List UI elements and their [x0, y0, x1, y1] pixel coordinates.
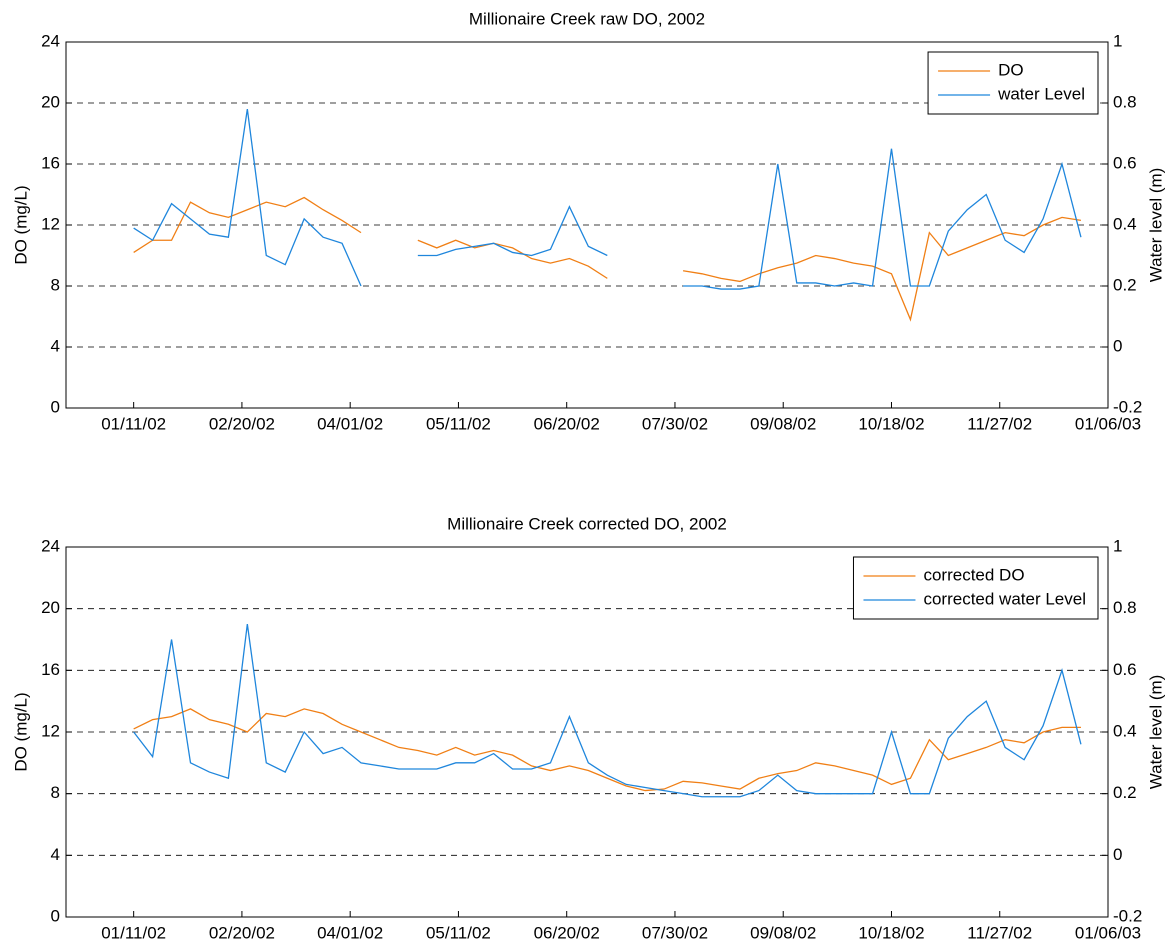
y-tick-label: 4 [51, 336, 60, 355]
legend-label: DO [998, 60, 1024, 79]
x-tick-label: 01/11/02 [101, 414, 166, 433]
x-tick-label: 01/06/03 [1075, 923, 1141, 942]
series-line [133, 109, 1082, 290]
y2-tick-label: 0.8 [1113, 92, 1137, 111]
legend-label: corrected water Level [923, 589, 1086, 608]
axes-frame [65, 41, 1109, 409]
y2-tick-label: 0.2 [1113, 783, 1137, 802]
y2-tick-label: 0.6 [1113, 153, 1137, 172]
y-tick-label: 8 [51, 783, 60, 802]
x-tick-label: 01/06/03 [1075, 414, 1141, 433]
y2-tick-label: 1 [1113, 536, 1122, 555]
y-tick-label: 20 [41, 598, 60, 617]
y2-tick-label: -0.2 [1113, 906, 1142, 925]
x-tick-label: 04/01/02 [317, 923, 383, 942]
legend-label: corrected DO [923, 565, 1024, 584]
series-line [133, 623, 1082, 798]
legend: corrected DO corrected water Level [852, 556, 1099, 620]
y-tick-label: 20 [41, 92, 60, 111]
y2-tick-label: 0.6 [1113, 660, 1137, 679]
y2-tick-label: 1 [1113, 31, 1122, 50]
x-tick-label: 09/08/02 [750, 923, 816, 942]
chart-title: Millionaire Creek raw DO, 2002 [469, 9, 705, 28]
legend: DO water Level [927, 51, 1099, 115]
y-tick-label: 12 [41, 721, 60, 740]
x-tick-label: 01/11/02 [101, 923, 166, 942]
x-tick-label: 11/27/02 [967, 923, 1032, 942]
x-tick-label: 10/18/02 [858, 414, 924, 433]
x-tick-label: 10/18/02 [858, 923, 924, 942]
y2-tick-label: 0.4 [1113, 721, 1137, 740]
x-tick-label: 05/11/02 [426, 923, 491, 942]
y-tick-label: 24 [41, 31, 60, 50]
series-line [133, 196, 1082, 322]
y-axis-label: DO (mg/L) [11, 692, 30, 771]
y2-tick-label: 0.4 [1113, 214, 1137, 233]
y-axis-label: DO (mg/L) [11, 185, 30, 264]
y-tick-label: 12 [41, 214, 60, 233]
y2-tick-label: 0.2 [1113, 275, 1137, 294]
x-tick-label: 02/20/02 [209, 923, 275, 942]
legend-label: water Level [997, 84, 1085, 103]
y-tick-label: 16 [41, 660, 60, 679]
x-tick-label: 05/11/02 [426, 414, 491, 433]
legend-box [927, 51, 1099, 115]
y2-axis-label: Water level (m) [1146, 168, 1165, 283]
y2-tick-label: 0 [1113, 336, 1122, 355]
y-tick-label: 8 [51, 275, 60, 294]
y-tick-label: 4 [51, 845, 60, 864]
x-tick-label: 02/20/02 [209, 414, 275, 433]
chart-title: Millionaire Creek corrected DO, 2002 [447, 514, 727, 533]
x-tick-label: 07/30/02 [642, 923, 708, 942]
y2-tick-label: 0 [1113, 845, 1122, 864]
y2-tick-label: 0.8 [1113, 598, 1137, 617]
y2-tick-label: -0.2 [1113, 397, 1142, 416]
legend-box [852, 556, 1099, 620]
x-tick-label: 04/01/02 [317, 414, 383, 433]
x-tick-label: 06/20/02 [534, 414, 600, 433]
axes-frame [65, 546, 1109, 918]
y-tick-label: 0 [51, 906, 60, 925]
x-tick-label: 06/20/02 [534, 923, 600, 942]
series-line [133, 708, 1081, 792]
x-tick-label: 11/27/02 [967, 414, 1032, 433]
x-tick-label: 07/30/02 [642, 414, 708, 433]
y-tick-label: 24 [41, 536, 60, 555]
y2-axis-label: Water level (m) [1146, 675, 1165, 790]
y-tick-label: 16 [41, 153, 60, 172]
y-tick-label: 0 [51, 397, 60, 416]
x-tick-label: 09/08/02 [750, 414, 816, 433]
